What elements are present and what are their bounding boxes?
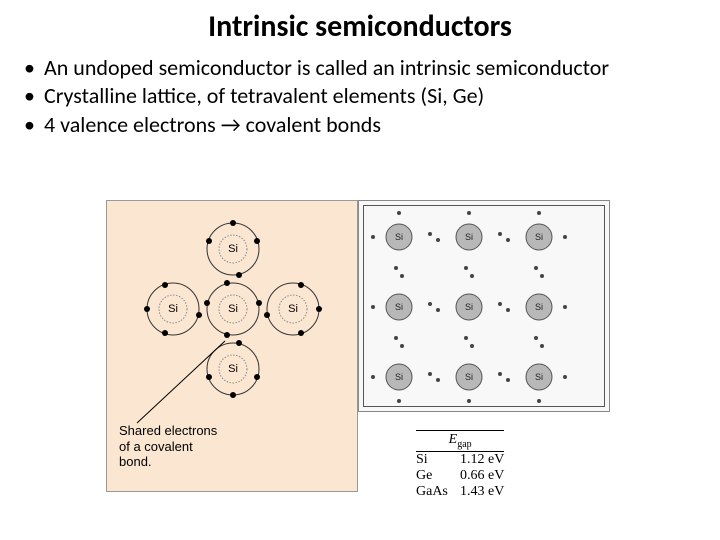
atom-label: Si: [288, 303, 298, 315]
atom-label: Si: [228, 243, 238, 255]
bullet-item: 4 valence electrons → covalent bonds: [44, 112, 692, 138]
bullet-list: An undoped semiconductor is called an in…: [0, 55, 720, 138]
lattice-atoms: Si Si Si Si Si Si Si Si Si: [386, 224, 552, 390]
table-row: Si1.12 eV: [416, 452, 504, 468]
table-row: Ge0.66 eV: [416, 468, 504, 484]
caption-line: Shared electrons: [119, 423, 217, 439]
lattice-diagram: Si Si Si Si Si Si Si Si Si: [358, 200, 610, 412]
svg-text:Si: Si: [465, 302, 473, 312]
figures-container: Si Si Si Si Si: [106, 200, 626, 530]
svg-text:Si: Si: [535, 372, 543, 382]
atom-label: Si: [168, 303, 178, 315]
caption-line: bond.: [119, 454, 217, 470]
svg-text:Si: Si: [535, 232, 543, 242]
svg-text:Si: Si: [465, 372, 473, 382]
page-title: Intrinsic semiconductors: [0, 0, 720, 55]
covalent-bond-diagram: Si Si Si Si Si: [106, 200, 358, 492]
atom-label: Si: [228, 363, 238, 375]
bullet-item: Crystalline lattice, of tetravalent elem…: [44, 83, 692, 109]
diagram-caption: Shared electrons of a covalent bond.: [119, 423, 217, 470]
svg-text:Si: Si: [395, 302, 403, 312]
svg-text:Si: Si: [395, 372, 403, 382]
bullet-item: An undoped semiconductor is called an in…: [44, 55, 692, 81]
table-header: Egap: [416, 430, 504, 452]
band-gap-table: Egap Si1.12 eV Ge0.66 eV GaAs1.43 eV: [416, 430, 504, 500]
atom-label: Si: [228, 303, 238, 315]
svg-text:Si: Si: [465, 232, 473, 242]
lattice-svg: Si Si Si Si Si Si Si Si Si: [359, 201, 611, 413]
table-row: GaAs1.43 eV: [416, 484, 504, 500]
svg-text:Si: Si: [535, 302, 543, 312]
svg-text:Si: Si: [395, 232, 403, 242]
caption-line: of a covalent: [119, 439, 217, 455]
